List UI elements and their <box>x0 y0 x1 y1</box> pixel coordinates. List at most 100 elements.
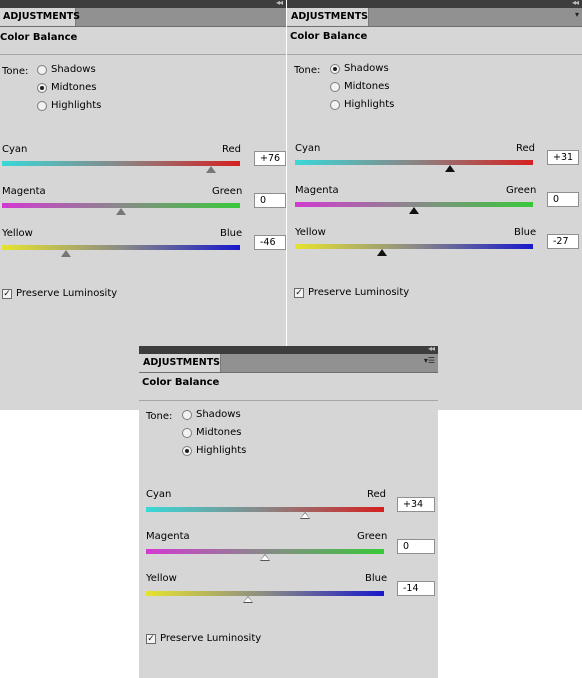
tone-highlights-radio[interactable]: Highlights <box>37 100 101 111</box>
preserve-luminosity-checkbox[interactable]: ✓ Preserve Luminosity <box>294 287 409 298</box>
magenta-green-value-input[interactable]: 0 <box>397 539 435 554</box>
slider-left-label: Cyan <box>2 144 28 155</box>
tone-option-label: Midtones <box>196 427 242 438</box>
panel-title-bar: ◂◂ <box>287 0 582 8</box>
slider-right-label: Blue <box>365 573 388 584</box>
radio-selected-icon <box>37 82 47 93</box>
slider-right-label: Red <box>367 489 386 500</box>
cyan-red-slider-thumb[interactable] <box>206 166 216 173</box>
slider-left-label: Yellow <box>2 228 33 239</box>
radio-icon <box>182 427 192 438</box>
slider-right-label: Green <box>357 531 388 542</box>
yellow-blue-value-input[interactable]: -14 <box>397 581 435 596</box>
tab-bar: ADJUSTMENTS <box>0 8 286 27</box>
panel-menu-icon[interactable]: ▾ <box>574 10 579 19</box>
tone-option-label: Highlights <box>196 445 247 456</box>
radio-icon <box>330 99 340 110</box>
adjustment-title: Color Balance <box>0 32 78 43</box>
collapse-icon[interactable]: ◂◂ <box>571 0 579 7</box>
magenta-green-value-input[interactable]: 0 <box>254 193 286 208</box>
cyan-red-value-input[interactable]: +31 <box>547 150 579 165</box>
divider <box>139 400 438 401</box>
slider-right-label: Blue <box>514 227 537 238</box>
tone-label: Tone: <box>2 66 29 77</box>
yellow-blue-slider-track[interactable] <box>295 244 533 249</box>
slider-right-label: Green <box>506 185 537 196</box>
cyan-red-slider-track[interactable] <box>2 161 240 166</box>
magenta-green-slider-track[interactable] <box>146 549 384 554</box>
tone-midtones-radio[interactable]: Midtones <box>182 427 242 438</box>
tab-bar: ADJUSTMENTS ▾ <box>287 8 582 27</box>
tone-option-label: Highlights <box>51 100 102 111</box>
slider-right-label: Green <box>212 186 243 197</box>
tone-label: Tone: <box>294 65 321 76</box>
collapse-icon[interactable]: ◂◂ <box>275 0 283 7</box>
tone-highlights-radio[interactable]: Highlights <box>182 445 246 456</box>
slider-left-label: Cyan <box>295 143 321 154</box>
divider <box>0 54 286 55</box>
preserve-luminosity-label: Preserve Luminosity <box>16 288 118 299</box>
cyan-red-value-input[interactable]: +34 <box>397 497 435 512</box>
yellow-blue-slider-thumb[interactable] <box>61 250 71 257</box>
magenta-green-value-input[interactable]: 0 <box>547 192 579 207</box>
yellow-blue-slider-track[interactable] <box>2 245 240 250</box>
tone-midtones-radio[interactable]: Midtones <box>330 81 390 92</box>
slider-left-label: Magenta <box>295 185 339 196</box>
slider-left-label: Magenta <box>2 186 46 197</box>
radio-selected-icon <box>330 63 340 74</box>
tone-option-label: Midtones <box>51 82 97 93</box>
tab-adjustments[interactable]: ADJUSTMENTS <box>287 8 369 26</box>
radio-icon <box>182 409 192 420</box>
magenta-green-slider-track[interactable] <box>2 203 240 208</box>
cyan-red-slider-track[interactable] <box>146 507 384 512</box>
tone-shadows-radio[interactable]: Shadows <box>37 64 96 75</box>
tone-option-label: Highlights <box>344 99 395 110</box>
radio-icon <box>330 81 340 92</box>
cyan-red-slider-track[interactable] <box>295 160 533 165</box>
adjustment-title: Color Balance <box>142 377 220 388</box>
preserve-luminosity-label: Preserve Luminosity <box>160 633 262 644</box>
panel-menu-icon[interactable]: ▾☰ <box>423 356 435 365</box>
slider-right-label: Blue <box>220 228 243 239</box>
radio-selected-icon <box>182 445 192 456</box>
collapse-icon[interactable]: ◂◂ <box>427 346 435 353</box>
tone-highlights-radio[interactable]: Highlights <box>330 99 394 110</box>
divider <box>287 54 582 55</box>
yellow-blue-value-input[interactable]: -46 <box>254 235 286 250</box>
tone-option-label: Shadows <box>196 409 241 420</box>
adjustment-title: Color Balance <box>290 31 368 42</box>
tone-midtones-radio[interactable]: Midtones <box>37 82 97 93</box>
slider-right-label: Red <box>516 143 535 154</box>
slider-left-label: Yellow <box>146 573 177 584</box>
yellow-blue-slider-thumb[interactable] <box>377 249 387 256</box>
slider-right-label: Red <box>222 144 241 155</box>
yellow-blue-slider-thumb[interactable] <box>243 596 253 603</box>
yellow-blue-value-input[interactable]: -27 <box>547 234 579 249</box>
checkmark-icon: ✓ <box>146 633 156 644</box>
yellow-blue-slider-track[interactable] <box>146 591 384 596</box>
magenta-green-slider-thumb[interactable] <box>409 207 419 214</box>
radio-icon <box>37 100 47 111</box>
adjustments-panel-midtones: ◂◂ ADJUSTMENTS Color Balance Tone: Shado… <box>0 0 286 410</box>
tab-adjustments[interactable]: ADJUSTMENTS <box>0 8 80 26</box>
adjustments-panel-highlights: ◂◂ ADJUSTMENTS ▾☰ Color Balance Tone: Sh… <box>139 346 438 678</box>
adjustments-panel-shadows: ◂◂ ADJUSTMENTS ▾ Color Balance Tone: Sha… <box>287 0 582 410</box>
preserve-luminosity-checkbox[interactable]: ✓ Preserve Luminosity <box>146 633 261 644</box>
tone-option-label: Midtones <box>344 81 390 92</box>
checkmark-icon: ✓ <box>2 288 12 299</box>
preserve-luminosity-checkbox[interactable]: ✓ Preserve Luminosity <box>2 288 117 299</box>
panel-title-bar: ◂◂ <box>0 0 286 8</box>
magenta-green-slider-thumb[interactable] <box>260 554 270 561</box>
tone-shadows-radio[interactable]: Shadows <box>182 409 241 420</box>
magenta-green-slider-thumb[interactable] <box>116 208 126 215</box>
cyan-red-value-input[interactable]: +76 <box>254 151 286 166</box>
cyan-red-slider-thumb[interactable] <box>445 165 455 172</box>
tone-shadows-radio[interactable]: Shadows <box>330 63 389 74</box>
radio-icon <box>37 64 47 75</box>
magenta-green-slider-track[interactable] <box>295 202 533 207</box>
slider-left-label: Magenta <box>146 531 190 542</box>
cyan-red-slider-thumb[interactable] <box>300 512 310 519</box>
tab-adjustments[interactable]: ADJUSTMENTS <box>139 354 221 372</box>
tone-option-label: Shadows <box>51 64 96 75</box>
panel-title-bar: ◂◂ <box>139 346 438 354</box>
